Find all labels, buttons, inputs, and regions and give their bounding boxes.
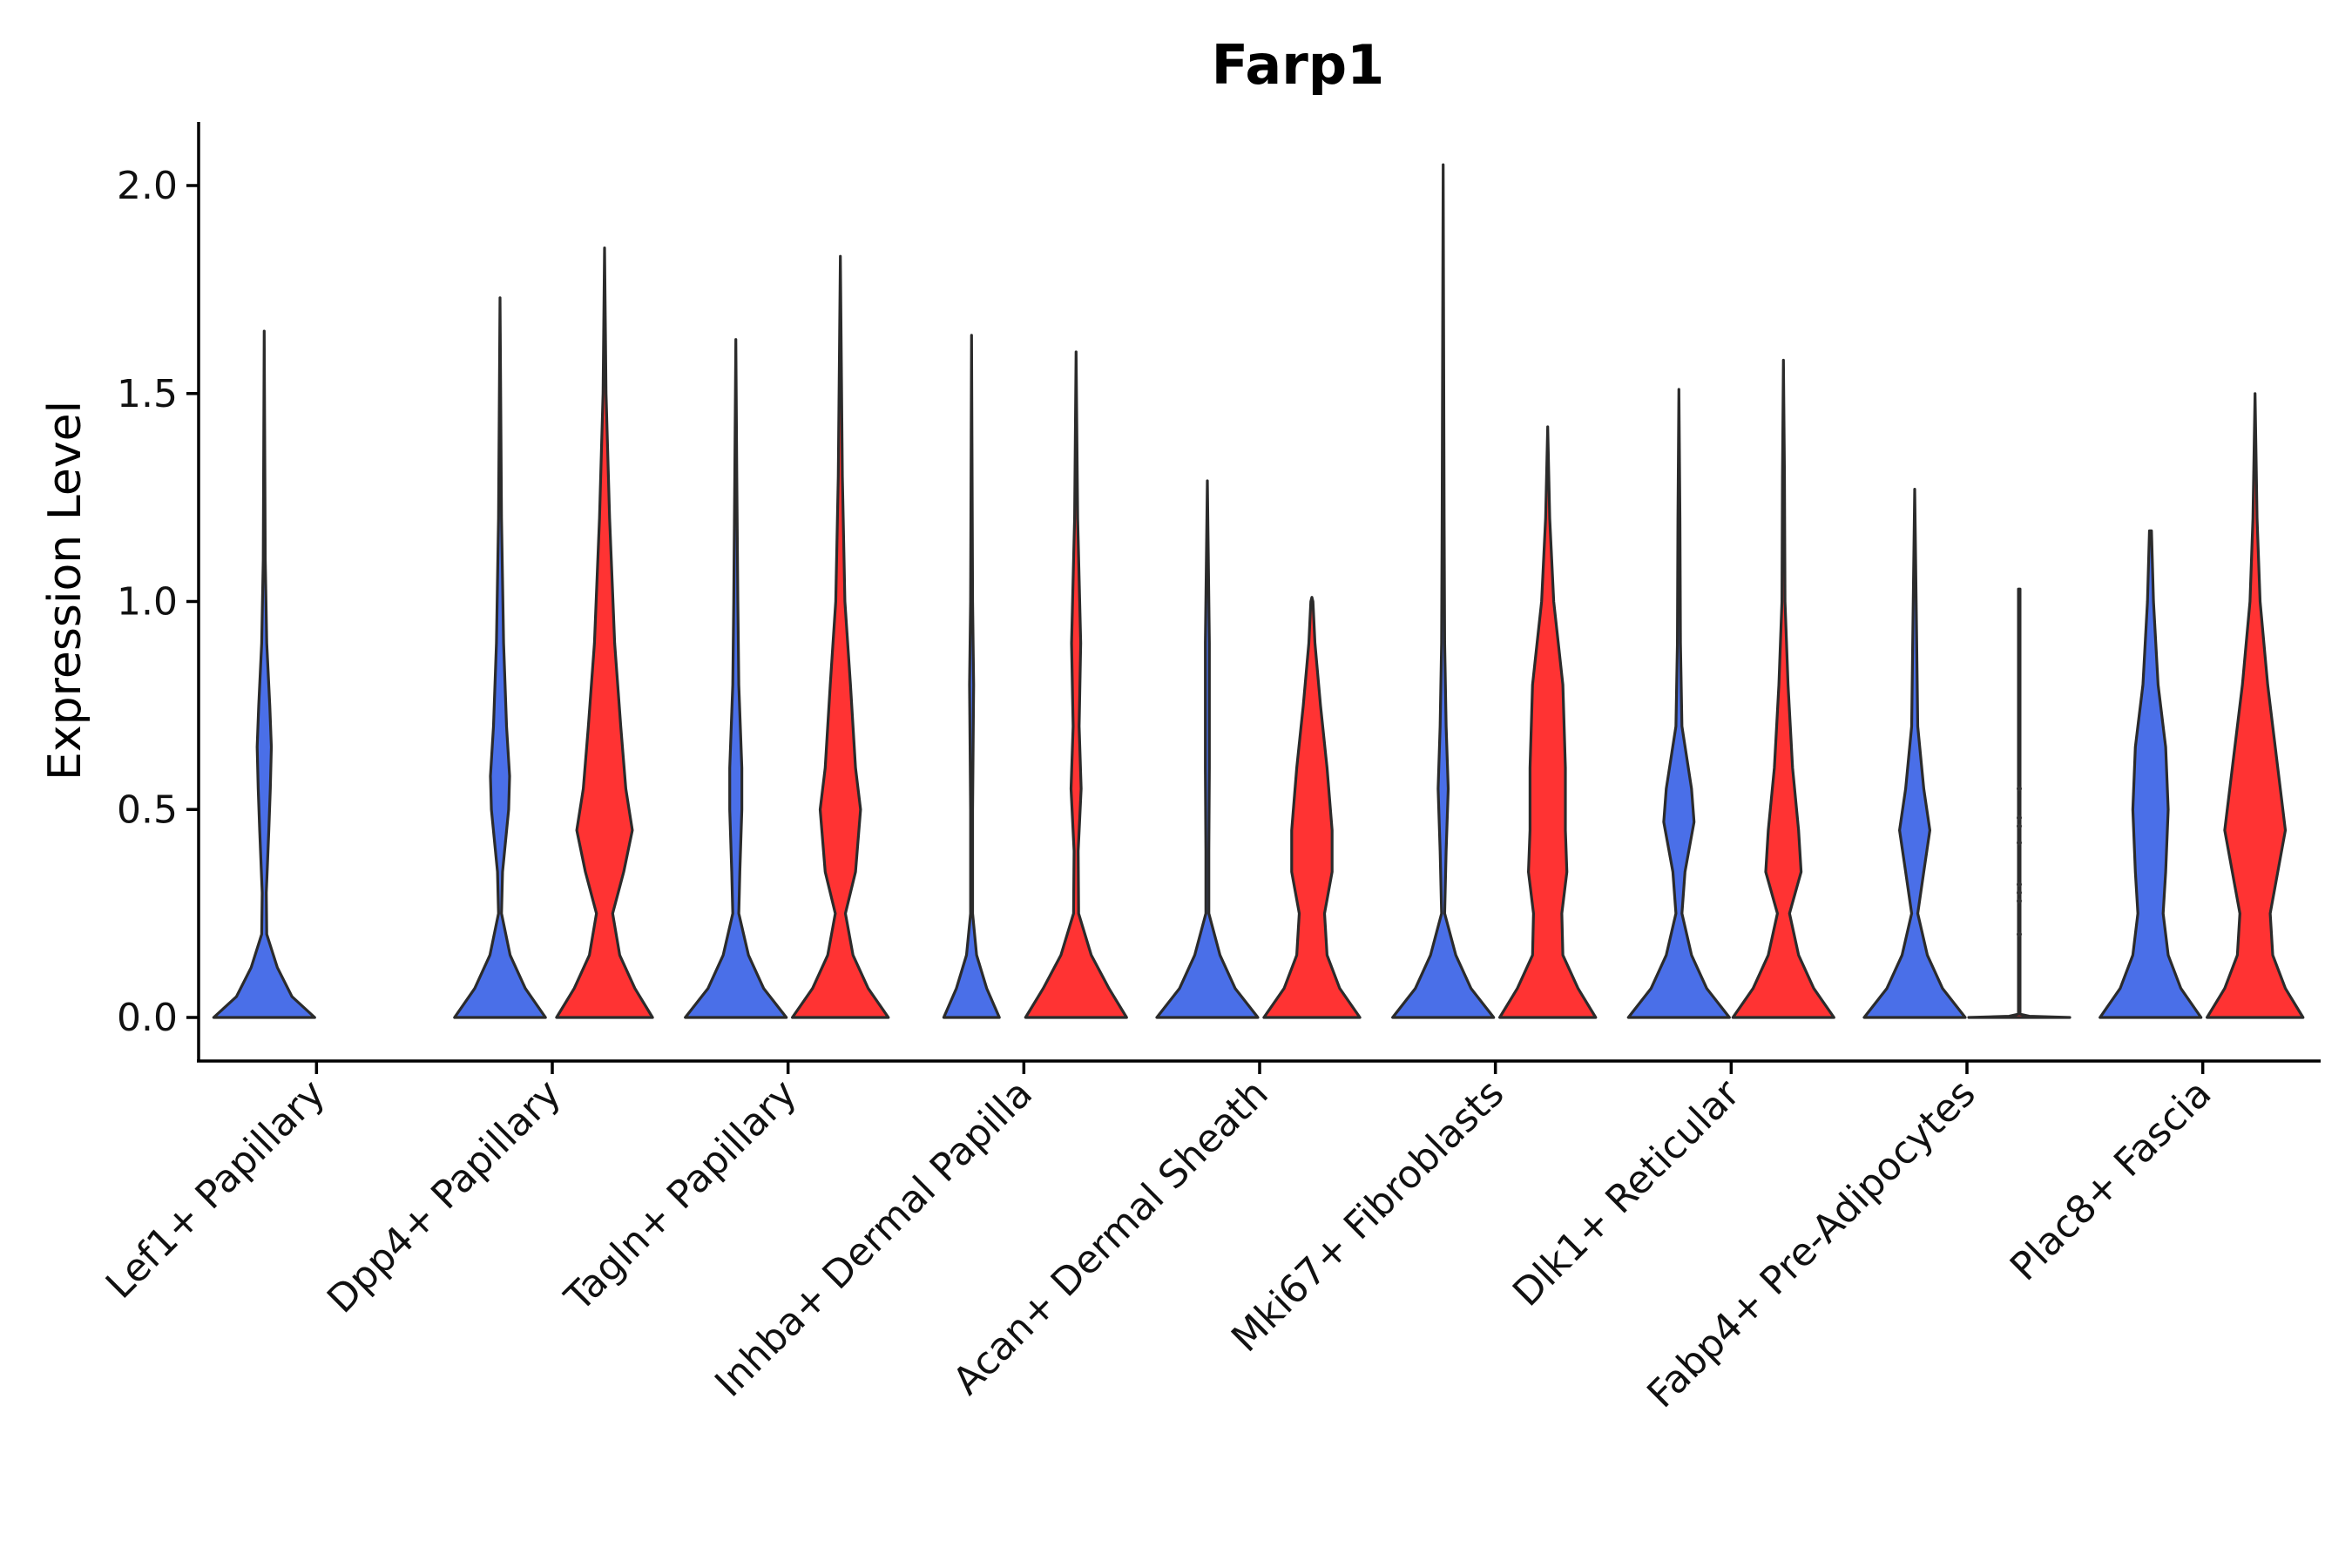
y-tick-label: 0.0: [117, 996, 178, 1040]
violin-b: [1498, 425, 1598, 1019]
y-tick-label: 1.5: [117, 372, 178, 416]
violin-a: [2099, 529, 2203, 1019]
violin-point: [2017, 814, 2022, 821]
violin-point: [2017, 840, 2022, 846]
x-tick-label: Tagln+ Papillary: [556, 1071, 805, 1321]
y-tick-label: 1.0: [117, 580, 178, 625]
violin-a: [684, 338, 788, 1019]
violin-point: [2017, 882, 2022, 888]
violin-b: [1967, 587, 2072, 1019]
chart-title: Farp1: [1212, 33, 1385, 97]
violin-a: [212, 329, 316, 1019]
violin-point: [2017, 931, 2022, 937]
violin-b: [555, 247, 654, 1019]
x-tick-label: Dpp4+ Papillary: [319, 1071, 570, 1322]
y-tick-label: 2.0: [117, 164, 178, 208]
violin-b: [1262, 596, 1362, 1019]
violin-point: [2017, 889, 2022, 896]
x-tick-label: Dlk1+ Reticular: [1504, 1071, 1749, 1315]
violin-b: [1024, 350, 1128, 1019]
x-tick-label: Lef1+ Papillary: [98, 1071, 334, 1308]
x-tick-label: Plac8+ Fascia: [2002, 1071, 2220, 1290]
violin-point: [2017, 823, 2022, 829]
violin-b: [791, 254, 890, 1019]
violin-b: [2206, 392, 2305, 1019]
violin-a: [1391, 163, 1496, 1019]
y-tick-label: 0.5: [117, 787, 178, 832]
y-axis-label: Expression Level: [39, 401, 91, 781]
violin-a: [1862, 488, 1967, 1019]
violin-a: [453, 296, 547, 1019]
axes: [197, 122, 2321, 1063]
x-tick-label: Mki67+ Fibroblasts: [1223, 1071, 1512, 1361]
violin-a: [1155, 479, 1260, 1019]
violin-a: [1626, 388, 1731, 1019]
violin-a: [942, 334, 1001, 1019]
y-ticks: 0.0 0.5 1.0 1.5 2.0: [117, 164, 199, 1040]
violins-layer: [212, 163, 2305, 1019]
violin-b: [1731, 358, 1835, 1019]
violin-point: [2017, 898, 2022, 904]
violin-point: [2017, 786, 2022, 792]
